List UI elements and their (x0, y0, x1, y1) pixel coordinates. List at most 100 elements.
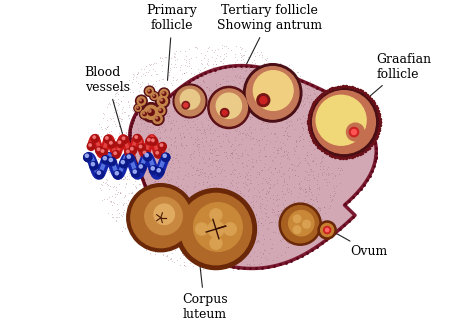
Point (305, 186, 313, 191)
Circle shape (137, 107, 139, 110)
Point (189, 204, 196, 209)
Point (248, 146, 255, 151)
Point (120, 201, 128, 206)
Circle shape (149, 166, 158, 174)
Point (242, 179, 249, 184)
Point (163, 177, 171, 182)
Point (229, 246, 237, 251)
Point (160, 128, 167, 133)
Point (288, 102, 296, 107)
Point (218, 240, 225, 245)
Point (170, 260, 178, 265)
Point (316, 105, 323, 110)
Point (326, 123, 334, 128)
Point (209, 62, 216, 67)
Point (229, 263, 237, 268)
Circle shape (100, 148, 108, 156)
Point (181, 262, 188, 267)
Point (272, 104, 279, 109)
Point (252, 157, 260, 163)
Point (111, 136, 119, 141)
Point (208, 150, 215, 155)
Point (277, 239, 285, 244)
Point (264, 77, 272, 83)
Point (223, 186, 231, 192)
Point (201, 126, 208, 131)
Point (287, 239, 295, 245)
Point (314, 173, 322, 178)
Point (331, 128, 338, 133)
Circle shape (132, 169, 140, 178)
Point (185, 100, 192, 106)
Point (273, 85, 280, 90)
Point (273, 147, 281, 152)
Point (286, 134, 293, 139)
Point (115, 133, 123, 138)
Point (282, 119, 290, 125)
Point (261, 236, 268, 241)
Point (196, 166, 204, 171)
Point (169, 102, 176, 107)
Point (233, 87, 240, 93)
Point (174, 169, 182, 174)
Point (231, 89, 238, 94)
Point (204, 176, 211, 181)
Point (226, 65, 233, 71)
Point (177, 206, 185, 211)
Point (134, 95, 141, 100)
Point (189, 101, 197, 106)
Point (98, 182, 106, 187)
Point (275, 105, 283, 111)
Point (153, 88, 161, 93)
Point (273, 169, 281, 175)
Point (211, 189, 219, 195)
Point (117, 138, 124, 143)
Point (243, 101, 250, 107)
Point (205, 143, 212, 148)
Point (111, 168, 119, 174)
Point (157, 118, 165, 124)
Point (301, 174, 309, 179)
Circle shape (175, 189, 256, 269)
Point (217, 161, 224, 166)
Point (236, 81, 243, 86)
Point (234, 196, 241, 201)
Point (191, 185, 198, 190)
Point (309, 224, 317, 230)
Point (285, 186, 292, 191)
Point (243, 102, 250, 107)
Point (238, 78, 246, 84)
Point (263, 122, 271, 128)
Point (251, 262, 258, 267)
Point (149, 172, 157, 177)
Point (168, 230, 175, 235)
Point (214, 46, 221, 51)
Point (206, 127, 213, 132)
Point (137, 116, 144, 122)
Point (153, 95, 161, 101)
Point (178, 94, 186, 99)
Point (155, 105, 162, 110)
Point (128, 196, 135, 201)
Point (252, 224, 260, 230)
Point (166, 68, 174, 73)
Point (257, 254, 264, 259)
Point (273, 204, 281, 209)
Circle shape (158, 143, 166, 150)
Point (182, 54, 190, 59)
Point (265, 221, 273, 226)
Circle shape (117, 140, 124, 147)
Circle shape (125, 149, 133, 157)
Point (246, 137, 254, 142)
Point (281, 132, 288, 138)
Point (228, 116, 236, 121)
Point (164, 155, 172, 160)
Point (204, 231, 212, 236)
Point (206, 203, 213, 208)
Point (199, 110, 206, 115)
Point (283, 67, 290, 73)
Point (237, 57, 245, 62)
Point (246, 109, 254, 114)
Point (304, 172, 312, 177)
Point (294, 74, 302, 79)
